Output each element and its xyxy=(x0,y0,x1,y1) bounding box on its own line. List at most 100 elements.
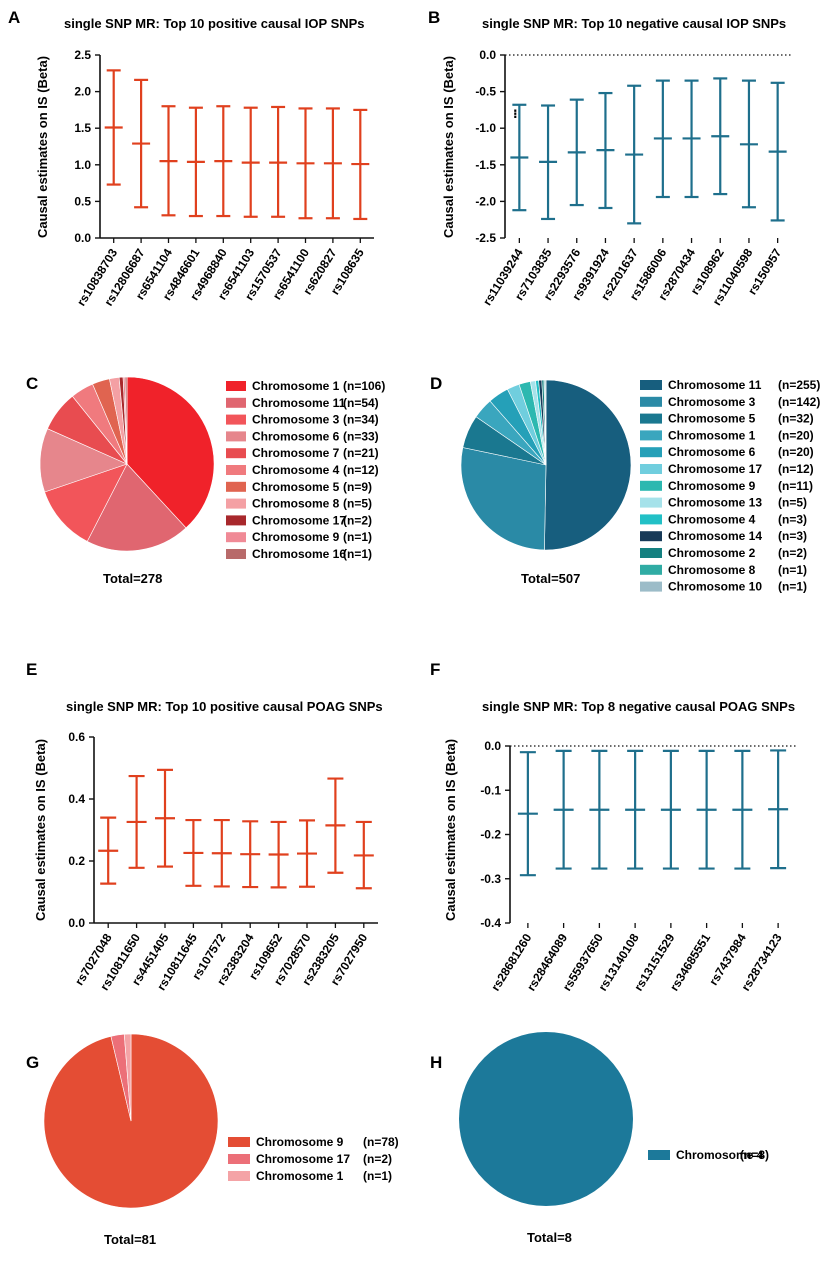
legend-count: (n=11) xyxy=(778,479,813,493)
legend-count: (n=3) xyxy=(778,529,807,543)
pie-total: Total=81 xyxy=(104,1232,156,1247)
legend-swatch xyxy=(226,549,246,559)
panel-h: H Chromosome 4(n=8) Total=8 xyxy=(430,1032,769,1245)
legend-label: Chromosome 17 xyxy=(252,513,346,527)
legend-label: Chromosome 9 xyxy=(668,479,756,493)
pie-total: Total=507 xyxy=(521,571,580,586)
y-tick-label: 0.4 xyxy=(68,792,85,806)
y-tick-label: 0.0 xyxy=(74,231,91,245)
legend-swatch xyxy=(228,1137,250,1147)
legend-label: Chromosome 9 xyxy=(256,1135,344,1149)
legend-label: Chromosome 13 xyxy=(668,496,762,510)
chart-title: single SNP MR: Top 10 positive causal IO… xyxy=(64,16,365,31)
legend-count: (n=34) xyxy=(343,413,379,427)
legend-swatch xyxy=(226,448,246,459)
legend-count: (n=2) xyxy=(343,513,372,527)
y-tick-label: -1.5 xyxy=(475,158,496,172)
legend-count: (n=8) xyxy=(740,1148,769,1162)
panel-letter: H xyxy=(430,1053,442,1072)
legend-count: (n=9) xyxy=(343,480,372,494)
legend-count: (n=54) xyxy=(343,396,379,410)
panel-letter: B xyxy=(428,8,440,27)
legend-swatch xyxy=(640,380,662,390)
legend-label: Chromosome 3 xyxy=(668,395,756,409)
legend-count: (n=142) xyxy=(778,395,820,409)
legend-label: Chromosome 9 xyxy=(252,530,340,544)
legend-count: (n=1) xyxy=(343,547,372,561)
legend-swatch xyxy=(640,564,662,575)
pie-total: Total=8 xyxy=(527,1230,572,1245)
legend-count: (n=255) xyxy=(778,378,820,392)
pie-total: Total=278 xyxy=(103,571,162,586)
legend-swatch xyxy=(226,481,246,492)
chart-title: single SNP MR: Top 10 positive causal PO… xyxy=(66,699,383,714)
panel-letter: F xyxy=(430,660,440,679)
pie-slice xyxy=(86,463,187,552)
legend-label: Chromosome 4 xyxy=(668,512,756,526)
legend-swatch xyxy=(640,514,662,525)
pie-slice xyxy=(123,1033,132,1122)
panel-g: G Chromosome 9 (n=78) Chromosome 17 (n=2) Chr… xyxy=(26,1033,399,1247)
legend-swatch xyxy=(226,431,246,442)
y-tick-label: -2.5 xyxy=(475,231,496,245)
legend-label: Chromosome 7 xyxy=(252,446,340,460)
legend-label: Chromosome 10 xyxy=(668,580,762,594)
y-axis-label: Causal estimates on IS (Beta) xyxy=(443,739,458,921)
panel-c: C Chromosome 1 (n=106)Chromosome 11(n=54)C… xyxy=(26,374,385,586)
legend-label: Chromosome 11 xyxy=(252,396,346,410)
legend-swatch xyxy=(226,381,246,391)
y-axis-label: Causal estimates on IS (Beta) xyxy=(33,739,48,921)
y-tick-label: -2.0 xyxy=(475,194,496,208)
legend-label: Chromosome 5 xyxy=(252,480,340,494)
legend-label: Chromosome 6 xyxy=(668,445,756,459)
legend-count: (n=2) xyxy=(363,1152,392,1166)
legend-swatch xyxy=(226,515,246,526)
y-tick-label: -0.5 xyxy=(475,85,496,99)
legend-count: (n=12) xyxy=(778,462,814,476)
legend-count: (n=12) xyxy=(343,463,379,477)
legend-count: (n=1) xyxy=(343,530,372,544)
legend-label: Chromosome 4 xyxy=(252,463,340,477)
legend-label: Chromosome 1 xyxy=(256,1169,344,1183)
legend-count: (n=20) xyxy=(778,428,814,442)
legend-swatch xyxy=(640,480,662,491)
legend-count: (n=21) xyxy=(343,446,379,460)
legend-count: (n=106) xyxy=(343,379,385,393)
y-axis-label: Causal estimates on IS (Beta) xyxy=(35,56,50,238)
legend-count: (n=33) xyxy=(343,429,379,443)
legend-swatch xyxy=(640,396,662,407)
legend-swatch xyxy=(640,581,662,592)
legend-count: (n=1) xyxy=(778,580,807,594)
y-tick-label: 0.0 xyxy=(479,48,496,62)
y-tick-label: 1.0 xyxy=(74,158,91,172)
y-axis-label: Causal estimates on IS (Beta) xyxy=(441,56,456,238)
legend-label: Chromosome 4 xyxy=(676,1148,764,1162)
y-tick-label: -0.4 xyxy=(480,916,501,930)
pie-slice xyxy=(124,376,128,465)
legend-count: (n=78) xyxy=(363,1135,399,1149)
legend-label: Chromosome 8 xyxy=(668,563,756,577)
legend-label: Chromosome 1 xyxy=(668,428,756,442)
legend-count: (n=2) xyxy=(778,546,807,560)
y-tick-label: 2.5 xyxy=(74,48,91,62)
legend-label: Chromosome 17 xyxy=(256,1152,350,1166)
legend-count: (n=20) xyxy=(778,445,814,459)
panel-letter: A xyxy=(8,8,20,27)
legend-label: Chromosome 5 xyxy=(668,412,756,426)
y-tick-label: 0.5 xyxy=(74,194,91,208)
legend-swatch xyxy=(640,413,662,424)
y-tick-label: 0.0 xyxy=(484,739,501,753)
panel-letter: C xyxy=(26,374,38,393)
legend-label: Chromosome 11 xyxy=(668,378,762,392)
legend-label: Chromosome 17 xyxy=(668,462,762,476)
legend-label: Chromosome 8 xyxy=(252,497,340,511)
pie-slice xyxy=(544,379,632,551)
legend-count: (n=5) xyxy=(778,496,807,510)
chart-title: single SNP MR: Top 10 negative causal IO… xyxy=(482,16,786,31)
panel-letter: G xyxy=(26,1053,39,1072)
pie-slice xyxy=(544,379,547,466)
legend-swatch xyxy=(640,531,662,542)
legend-swatch xyxy=(226,397,246,408)
